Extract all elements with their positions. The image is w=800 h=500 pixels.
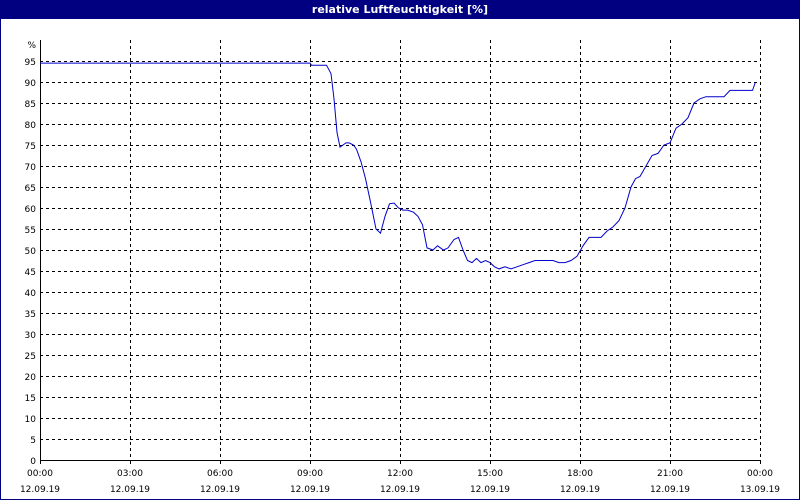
x-tick-time-label: 09:00 <box>297 469 323 479</box>
y-axis-unit-label: % <box>27 41 36 51</box>
y-tick-label: 0 <box>30 457 36 467</box>
x-tick-date-label: 12.09.19 <box>290 485 330 495</box>
y-tick-label: 30 <box>25 331 37 341</box>
x-tick-time-label: 06:00 <box>207 469 233 479</box>
x-tick-time-label: 03:00 <box>117 469 143 479</box>
x-tick-date-label: 12.09.19 <box>380 485 420 495</box>
y-tick-label: 75 <box>25 142 36 152</box>
y-tick-label: 95 <box>25 58 36 68</box>
y-tick-label: 45 <box>25 268 36 278</box>
y-tick-label: 15 <box>25 394 36 404</box>
y-tick-label: 80 <box>25 121 37 131</box>
y-tick-label: 35 <box>25 310 36 320</box>
y-tick-label: 70 <box>25 163 37 173</box>
y-tick-label: 90 <box>25 79 37 89</box>
x-tick-time-label: 18:00 <box>567 469 593 479</box>
x-tick-date-label: 12.09.19 <box>200 485 240 495</box>
x-tick-date-label: 12.09.19 <box>560 485 600 495</box>
x-tick-date-label: 13.09.19 <box>740 485 780 495</box>
y-tick-label: 20 <box>25 373 37 383</box>
axes <box>40 40 761 464</box>
tick-labels: 0 5 10 15 20 25 30 35 40 45 50 55 60 65 70 75 80 85 90 95% 0… <box>20 41 780 495</box>
y-tick-label: 40 <box>25 289 37 299</box>
x-tick-time-label: 12:00 <box>387 469 413 479</box>
y-tick-label: 50 <box>25 247 37 257</box>
grid <box>40 40 761 460</box>
y-tick-label: 60 <box>25 205 37 215</box>
y-tick-label: 65 <box>25 184 36 194</box>
x-tick-date-label: 12.09.19 <box>650 485 690 495</box>
series <box>40 62 756 270</box>
y-tick-label: 5 <box>30 436 36 446</box>
x-tick-date-label: 12.09.19 <box>20 485 60 495</box>
x-tick-time-label: 21:00 <box>657 469 683 479</box>
y-tick-label: 55 <box>25 226 36 236</box>
y-tick-label: 85 <box>25 100 36 110</box>
x-tick-time-label: 00:00 <box>27 469 53 479</box>
x-tick-date-label: 12.09.19 <box>470 485 510 495</box>
x-tick-time-label: 15:00 <box>477 469 503 479</box>
humidity-series-line <box>40 62 756 270</box>
x-tick-time-label: 00:00 <box>747 469 773 479</box>
y-tick-label: 10 <box>25 415 37 425</box>
y-tick-label: 25 <box>25 352 36 362</box>
chart-title: relative Luftfeuchtigkeit [%] <box>1 1 799 19</box>
x-tick-date-label: 12.09.19 <box>110 485 150 495</box>
